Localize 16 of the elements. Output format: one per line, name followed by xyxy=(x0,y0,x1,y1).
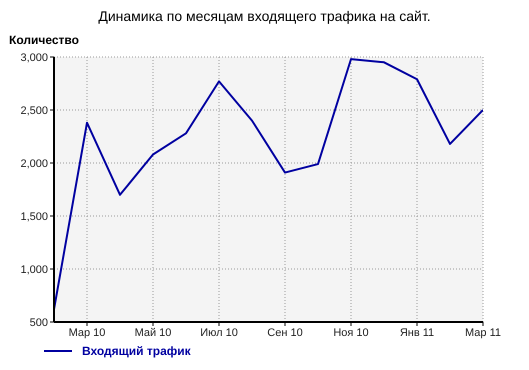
x-tick-label: Ноя 10 xyxy=(333,326,369,339)
x-tick-label: Май 10 xyxy=(134,326,172,339)
x-tick-label: Сен 10 xyxy=(267,326,303,339)
y-tick-label: 2,000 xyxy=(20,158,48,170)
x-tick-label: Мар 11 xyxy=(465,326,501,339)
legend-label: Входящий трафик xyxy=(82,344,191,358)
x-tick-label: Янв 11 xyxy=(400,326,434,339)
y-tick-label: 1,500 xyxy=(20,210,48,223)
x-tick-label: Июл 10 xyxy=(200,326,238,339)
y-axis-title: Количество xyxy=(9,33,79,47)
y-tick-label: 500 xyxy=(30,316,48,329)
y-tick-label: 1,000 xyxy=(20,264,48,276)
y-tick-label: 2,500 xyxy=(20,104,48,117)
y-tick-label: 3,000 xyxy=(20,52,48,64)
chart-title: Динамика по месяцам входящего трафика на сайт. xyxy=(97,8,432,24)
x-tick-label: Мар 10 xyxy=(68,326,106,339)
